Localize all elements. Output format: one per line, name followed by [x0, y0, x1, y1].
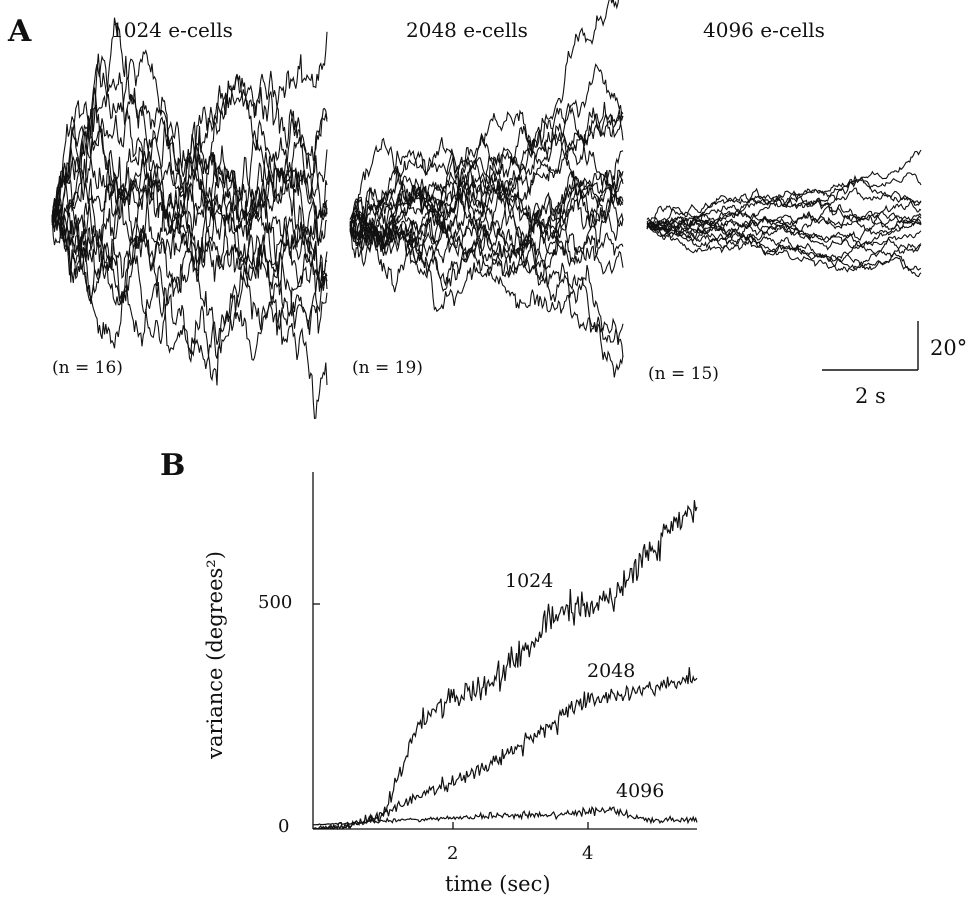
series-label-2048: 2048 — [587, 660, 636, 682]
y-tick-label-500: 500 — [258, 592, 293, 613]
x-axis-label: time (sec) — [445, 872, 551, 896]
drift-trace-4096-3 — [646, 208, 922, 273]
drift-trace-1024-7 — [51, 76, 328, 239]
drift-trace-1024-15 — [51, 73, 328, 307]
n-label-1024: (n = 16) — [52, 358, 123, 378]
drift-trace-2048-17 — [349, 209, 624, 343]
y-tick-label-0: 0 — [278, 816, 290, 837]
variance-line-2048 — [312, 667, 698, 830]
drift-trace-2048-18 — [349, 175, 624, 264]
scale-bar-horizontal-label: 2 s — [855, 384, 886, 408]
group-title-2048: 2048 e-cells — [406, 18, 528, 42]
drift-trace-4096-11 — [646, 217, 922, 267]
group-title-1024: 1024 e-cells — [111, 18, 233, 42]
drift-trace-2048-19 — [349, 137, 624, 358]
panel-b-letter: B — [160, 448, 186, 483]
drift-trace-4096-12 — [646, 218, 922, 251]
n-label-4096: (n = 15) — [648, 364, 719, 384]
drift-trace-4096-15 — [647, 200, 922, 243]
drift-trace-1024-13 — [51, 80, 328, 263]
drift-trace-2048-11 — [349, 130, 624, 232]
n-label-2048: (n = 19) — [352, 358, 423, 378]
series-label-4096: 4096 — [616, 780, 665, 802]
drift-trace-1024-5 — [51, 156, 328, 334]
drift-trace-1024-14 — [51, 204, 328, 369]
drift-trace-2048-9 — [349, 224, 624, 378]
drift-trace-4096-5 — [646, 223, 922, 272]
drift-trace-4096-7 — [646, 210, 922, 249]
drift-trace-2048-16 — [349, 176, 624, 258]
drift-trace-4096-4 — [646, 217, 922, 278]
variance-line-4096 — [312, 805, 698, 826]
drift-trace-4096-13 — [646, 174, 922, 234]
drift-trace-1024-12 — [51, 17, 328, 240]
variance-line-1024 — [312, 500, 698, 831]
drift-trace-1024-9 — [51, 207, 328, 386]
group-title-4096: 4096 e-cells — [703, 18, 825, 42]
drift-trace-4096-14 — [646, 193, 922, 230]
drift-trace-4096-10 — [646, 208, 922, 240]
x-tick-label-2: 2 — [447, 843, 459, 864]
series-label-1024: 1024 — [505, 570, 554, 592]
x-tick-label-4: 4 — [582, 843, 594, 864]
drift-trace-4096-6 — [646, 172, 922, 226]
drift-trace-2048-12 — [349, 150, 624, 281]
drift-trace-4096-9 — [646, 149, 922, 238]
drift-trace-1024-6 — [51, 103, 328, 282]
scale-bar-vertical-label: 20° — [930, 336, 968, 360]
drift-trace-1024-16 — [51, 31, 328, 224]
panel-a-letter: A — [8, 14, 32, 49]
drift-trace-2048-10 — [349, 198, 624, 276]
